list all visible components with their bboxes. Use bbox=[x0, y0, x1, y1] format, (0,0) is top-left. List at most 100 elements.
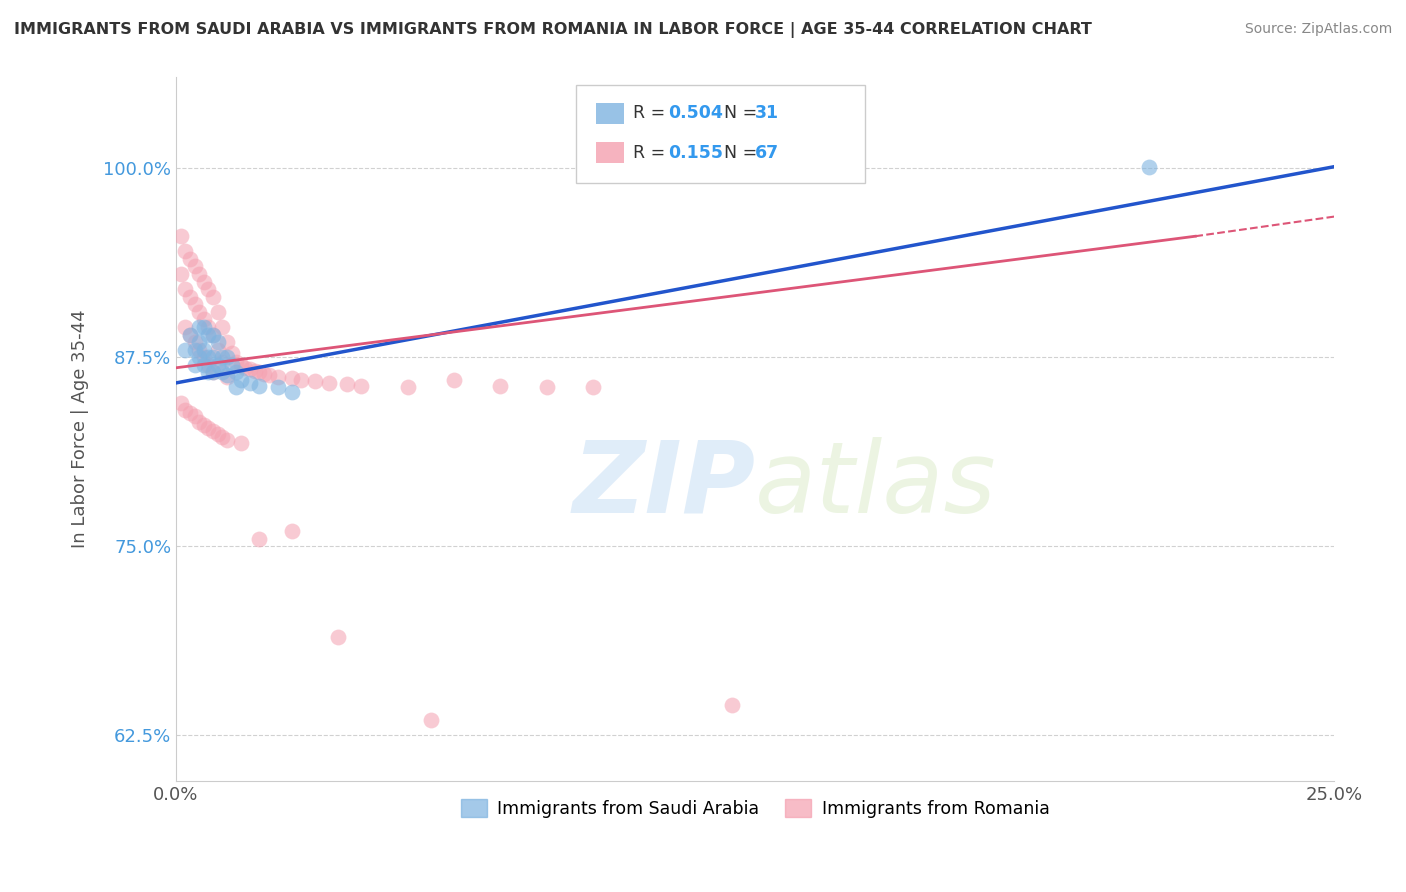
Text: 0.504: 0.504 bbox=[668, 104, 723, 122]
Point bbox=[174, 320, 197, 334]
Point bbox=[336, 377, 359, 392]
Point bbox=[174, 244, 197, 259]
Point bbox=[235, 360, 257, 375]
Text: 0.155: 0.155 bbox=[668, 144, 723, 161]
Point bbox=[328, 630, 350, 644]
Point bbox=[188, 267, 211, 281]
Point bbox=[188, 320, 211, 334]
Point bbox=[179, 252, 201, 266]
Point bbox=[207, 335, 229, 350]
Point bbox=[193, 312, 215, 326]
Point bbox=[243, 364, 266, 378]
Point bbox=[183, 335, 205, 350]
Point bbox=[179, 406, 201, 420]
Point bbox=[267, 370, 290, 384]
Point bbox=[179, 290, 201, 304]
Point bbox=[183, 260, 205, 274]
Point bbox=[396, 380, 419, 394]
Point bbox=[179, 327, 201, 342]
Point bbox=[215, 335, 238, 350]
Point bbox=[239, 376, 262, 390]
Point bbox=[239, 362, 262, 376]
Point bbox=[207, 305, 229, 319]
Point bbox=[1137, 160, 1160, 174]
Point bbox=[318, 376, 340, 390]
Point bbox=[183, 297, 205, 311]
Point bbox=[247, 365, 270, 379]
Point bbox=[215, 350, 238, 364]
Point bbox=[225, 380, 247, 394]
Point bbox=[193, 343, 215, 357]
Point bbox=[304, 375, 326, 389]
Text: N =: N = bbox=[724, 104, 763, 122]
Point bbox=[197, 350, 219, 364]
Y-axis label: In Labor Force | Age 35-44: In Labor Force | Age 35-44 bbox=[72, 310, 89, 549]
Point bbox=[281, 524, 304, 538]
Point bbox=[193, 350, 215, 364]
Point bbox=[211, 355, 233, 369]
Point bbox=[202, 290, 225, 304]
Point bbox=[221, 358, 243, 372]
Point bbox=[202, 350, 225, 364]
Point bbox=[221, 345, 243, 359]
Point bbox=[229, 436, 252, 450]
Point bbox=[183, 358, 205, 372]
Point bbox=[197, 421, 219, 435]
Point bbox=[281, 371, 304, 385]
Point bbox=[193, 320, 215, 334]
Point bbox=[215, 368, 238, 383]
Point bbox=[183, 409, 205, 424]
Text: R =: R = bbox=[633, 104, 671, 122]
Point bbox=[197, 320, 219, 334]
Point bbox=[207, 358, 229, 372]
Point bbox=[281, 384, 304, 399]
Point bbox=[536, 380, 558, 394]
Point bbox=[193, 358, 215, 372]
Point bbox=[215, 370, 238, 384]
Point bbox=[419, 713, 441, 727]
Point bbox=[202, 365, 225, 379]
Point bbox=[193, 418, 215, 433]
Point bbox=[188, 343, 211, 357]
Point bbox=[174, 403, 197, 417]
Point bbox=[211, 430, 233, 444]
Point bbox=[247, 379, 270, 393]
Point bbox=[207, 343, 229, 357]
Point bbox=[257, 368, 280, 383]
Point bbox=[202, 425, 225, 439]
Point bbox=[183, 343, 205, 357]
Point bbox=[197, 365, 219, 379]
Point bbox=[174, 282, 197, 296]
Point bbox=[443, 373, 465, 387]
Point bbox=[350, 379, 373, 393]
Point bbox=[267, 380, 290, 394]
Point bbox=[188, 415, 211, 429]
Text: ZIP: ZIP bbox=[572, 437, 755, 533]
Point bbox=[188, 305, 211, 319]
Point bbox=[197, 282, 219, 296]
Point bbox=[202, 327, 225, 342]
Point bbox=[489, 379, 512, 393]
Point bbox=[253, 367, 276, 381]
Point bbox=[197, 358, 219, 372]
Point bbox=[211, 350, 233, 364]
Point bbox=[721, 698, 744, 712]
Text: 31: 31 bbox=[755, 104, 779, 122]
Point bbox=[202, 365, 225, 379]
Point bbox=[582, 380, 605, 394]
Point bbox=[229, 373, 252, 387]
Text: N =: N = bbox=[724, 144, 763, 161]
Point bbox=[290, 373, 312, 387]
Point bbox=[211, 365, 233, 379]
Point bbox=[225, 355, 247, 369]
Point bbox=[188, 335, 211, 350]
Point bbox=[197, 327, 219, 342]
Text: Source: ZipAtlas.com: Source: ZipAtlas.com bbox=[1244, 22, 1392, 37]
Point bbox=[193, 275, 215, 289]
Point bbox=[169, 229, 191, 244]
Point bbox=[207, 427, 229, 442]
Point bbox=[211, 320, 233, 334]
Text: 67: 67 bbox=[755, 144, 779, 161]
Legend: Immigrants from Saudi Arabia, Immigrants from Romania: Immigrants from Saudi Arabia, Immigrants… bbox=[454, 792, 1056, 825]
Text: atlas: atlas bbox=[755, 437, 997, 533]
